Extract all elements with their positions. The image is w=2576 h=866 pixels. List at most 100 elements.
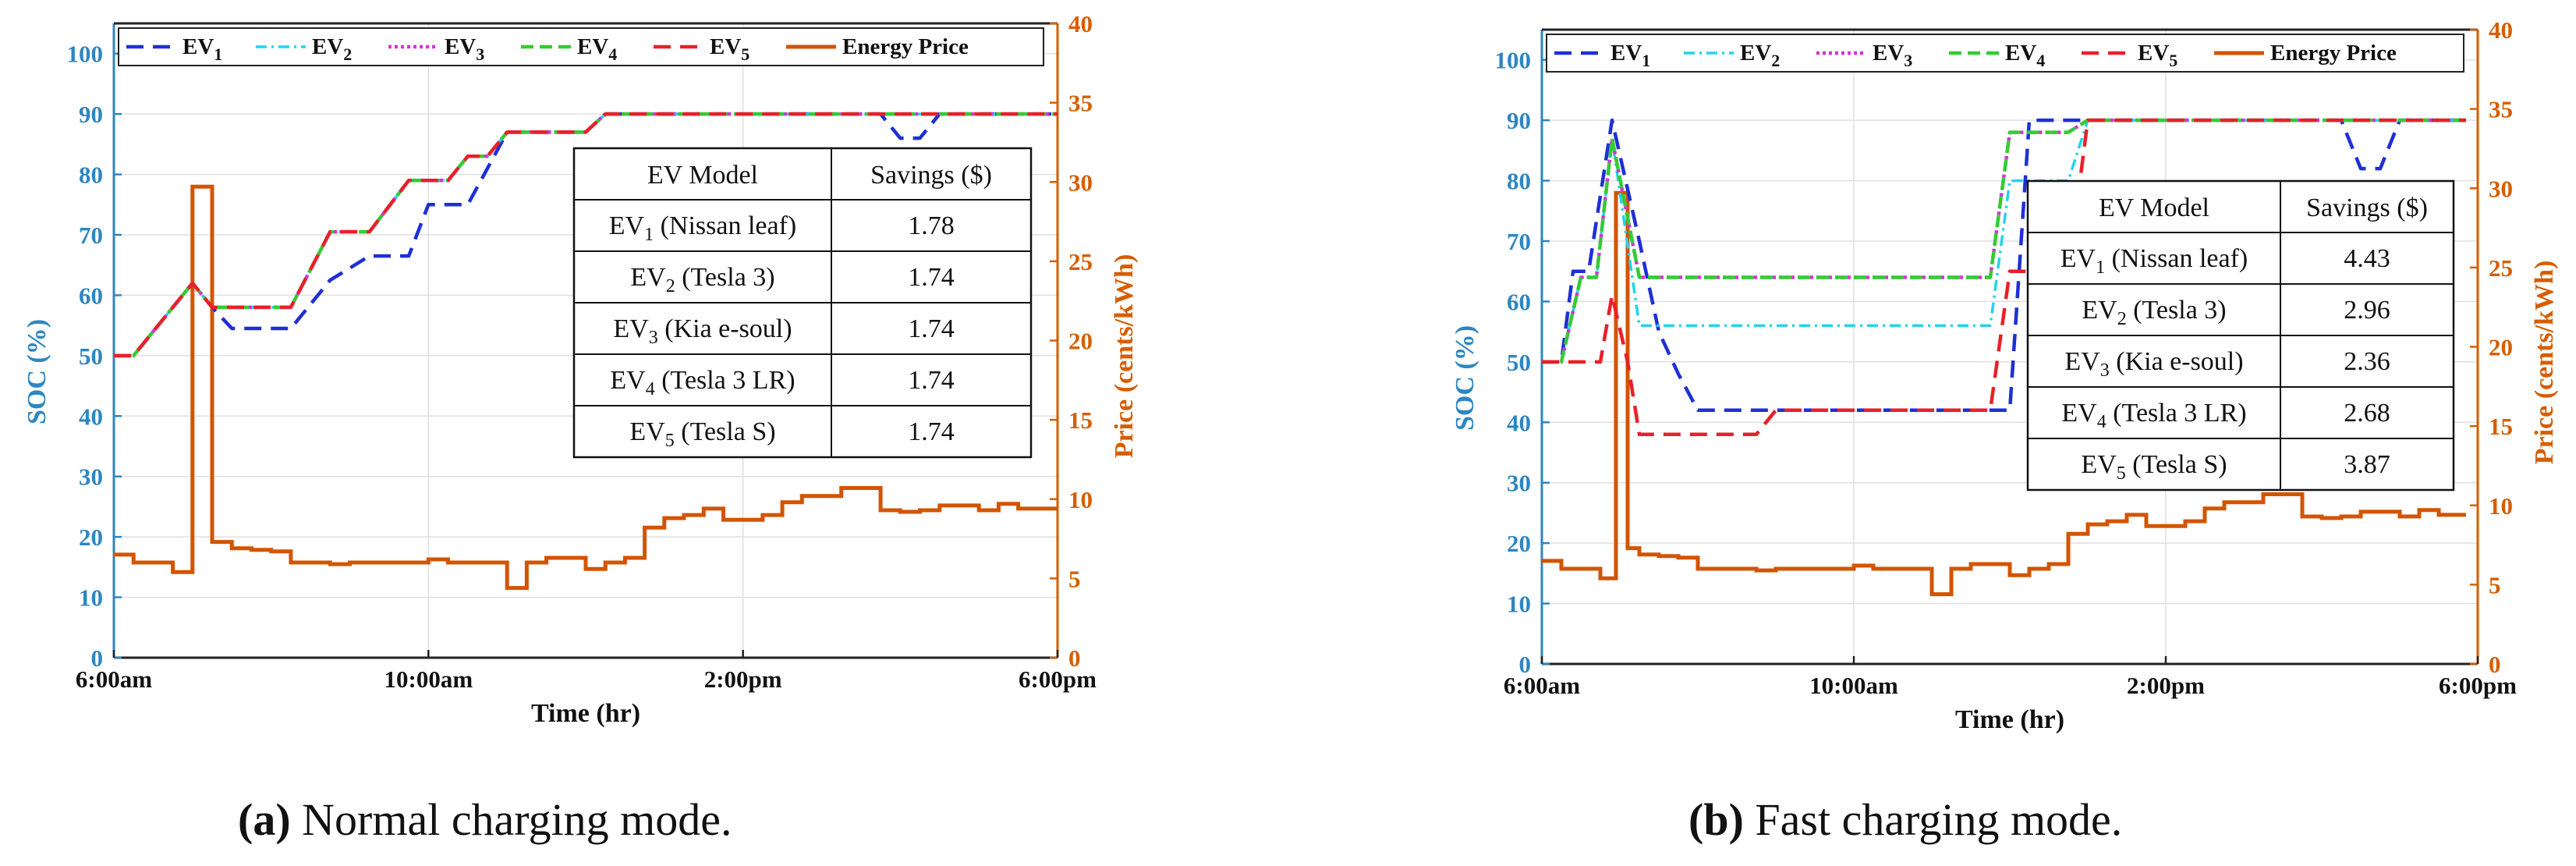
table-row-model-model: (Nissan leaf) bbox=[654, 211, 796, 240]
table-row-model-sub: 2 bbox=[666, 276, 675, 296]
legend-label-ev4-base: EV bbox=[577, 34, 608, 59]
y-tick-label: 30 bbox=[79, 463, 103, 491]
legend: EV1 EV2 EV3 EV4 EV5 Energy Price bbox=[118, 27, 1044, 66]
table-row-model-sub: 3 bbox=[649, 328, 658, 348]
y2-tick-label: 20 bbox=[1068, 328, 1093, 355]
y-tick-label: 40 bbox=[1507, 409, 1531, 436]
table-row-model: EV1 (Nissan leaf) bbox=[2060, 244, 2248, 278]
table-row-savings: 1.74 bbox=[908, 366, 955, 395]
legend-label-ev5-sub: 5 bbox=[2169, 51, 2177, 70]
savings-table: EV Model Savings ($)EV1 (Nissan leaf) 4.43… bbox=[2026, 179, 2455, 492]
panel-b-fast-charging: 010203040506070809010005101520253035406:… bbox=[1451, 16, 2559, 845]
table-row-model-sub: 4 bbox=[2097, 412, 2107, 432]
legend-label-ev4-base: EV bbox=[2005, 41, 2036, 66]
table-row-model-sub: 5 bbox=[2117, 463, 2126, 484]
y-tick-label: 80 bbox=[79, 161, 103, 189]
x-tick-label: 2:00pm bbox=[2127, 672, 2205, 699]
ev2-soc-line bbox=[1542, 119, 2466, 364]
legend-label-ev1: EV1 bbox=[182, 34, 222, 64]
y-tick-label: 50 bbox=[79, 342, 103, 370]
ev1-soc-line bbox=[1542, 118, 2466, 413]
x-tick-label: 6:00am bbox=[76, 665, 152, 693]
table-row-model-model: (Nissan leaf) bbox=[2105, 244, 2248, 273]
table-row-model: EV5 (Tesla S) bbox=[629, 417, 775, 451]
table-row-model-base: EV bbox=[2061, 399, 2097, 428]
legend-label-ev3-sub: 3 bbox=[1904, 51, 1912, 70]
x-axis-label: Time (hr) bbox=[531, 699, 640, 728]
y-tick-label: 80 bbox=[1507, 168, 1531, 195]
savings-table: EV Model Savings ($)EV1 (Nissan leaf) 1.78… bbox=[572, 147, 1033, 459]
table-row-model-model: (Tesla 3) bbox=[2127, 296, 2227, 325]
table-row-savings: 4.43 bbox=[2344, 244, 2390, 273]
table-header-savings: Savings ($) bbox=[2306, 193, 2428, 222]
table-row-model-base: EV bbox=[2064, 347, 2100, 376]
y2-tick-label: 5 bbox=[2489, 571, 2501, 598]
y-tick-label: 60 bbox=[1507, 288, 1531, 315]
y2-tick-label: 10 bbox=[2489, 492, 2513, 520]
table-row-savings: 1.74 bbox=[908, 314, 955, 343]
legend-label-ev4-sub: 4 bbox=[608, 44, 617, 64]
y2-tick-label: 30 bbox=[1068, 169, 1093, 196]
caption-label: (a) bbox=[238, 794, 291, 845]
y2-tick-label: 0 bbox=[1068, 644, 1081, 672]
table-row-model: EV3 (Kia e-soul) bbox=[2064, 347, 2243, 381]
y2-tick-label: 40 bbox=[1068, 10, 1093, 37]
legend-label-ev1-base: EV bbox=[182, 34, 214, 59]
table-row-savings: 1.78 bbox=[908, 211, 955, 240]
y-tick-label: 70 bbox=[1507, 228, 1531, 255]
table-header-savings: Savings ($) bbox=[870, 161, 992, 190]
y-axis-label: SOC (%) bbox=[1451, 325, 1479, 431]
table-row-model: EV2 (Tesla 3) bbox=[2082, 296, 2226, 329]
y-tick-label: 0 bbox=[91, 644, 104, 672]
legend-label-ev2-sub: 2 bbox=[343, 44, 352, 64]
figure-caption: (a) Normal charging mode. bbox=[238, 794, 732, 845]
legend-label-price: Energy Price bbox=[2270, 41, 2397, 66]
legend-label-price: Energy Price bbox=[842, 34, 969, 59]
table-row-model-sub: 1 bbox=[2096, 257, 2105, 278]
caption-text: Normal charging mode. bbox=[291, 794, 732, 845]
table-row-model-model: (Kia e-soul) bbox=[2110, 347, 2244, 376]
table-row-savings: 2.68 bbox=[2344, 399, 2390, 428]
legend-label-ev1: EV1 bbox=[1610, 41, 1650, 70]
x-tick-label: 6:00pm bbox=[2439, 672, 2517, 699]
table-row-savings: 2.96 bbox=[2344, 296, 2390, 325]
table-row-model-model: (Tesla 3) bbox=[675, 263, 775, 292]
legend-label-ev5: EV5 bbox=[710, 34, 749, 64]
legend-label-ev3: EV3 bbox=[445, 34, 484, 64]
y-tick-label: 70 bbox=[79, 222, 103, 249]
y-tick-label: 0 bbox=[1519, 651, 1532, 678]
table-row-model-base: EV bbox=[2081, 450, 2117, 479]
x-axis-label: Time (hr) bbox=[1955, 705, 2064, 734]
legend-label-ev4: EV4 bbox=[577, 34, 617, 64]
table-row-savings: 1.74 bbox=[908, 263, 955, 292]
table-row-model-base: EV bbox=[630, 263, 666, 292]
table-row-model-sub: 3 bbox=[2100, 360, 2110, 381]
x-tick-label: 6:00am bbox=[1504, 672, 1580, 699]
caption-label: (b) bbox=[1688, 794, 1744, 845]
panel-a-normal-charging: 010203040506070809010005101520253035406:… bbox=[23, 10, 1139, 845]
x-tick-label: 6:00pm bbox=[1019, 665, 1097, 693]
y-tick-label: 20 bbox=[79, 524, 103, 551]
table-row-model-sub: 2 bbox=[2117, 309, 2127, 329]
table-row-model-base: EV bbox=[609, 211, 645, 240]
legend-label-ev4: EV4 bbox=[2005, 41, 2045, 70]
legend: EV1 EV2 EV3 EV4 EV5 Energy Price bbox=[1546, 34, 2464, 73]
table-row-model-base: EV bbox=[2060, 244, 2096, 273]
y2-tick-label: 35 bbox=[2489, 96, 2513, 123]
y-tick-label: 40 bbox=[79, 403, 103, 430]
legend-label-ev1-sub: 1 bbox=[214, 44, 222, 64]
legend-label-ev2-base: EV bbox=[312, 34, 343, 59]
table-row-model: EV1 (Nissan leaf) bbox=[609, 211, 796, 245]
table-row-model: EV2 (Tesla 3) bbox=[630, 263, 774, 296]
ev5-soc-line bbox=[114, 112, 1058, 358]
y-tick-label: 60 bbox=[79, 282, 103, 309]
legend-label-ev1-base: EV bbox=[1610, 41, 1642, 66]
table-row-model-model: (Tesla S) bbox=[2126, 450, 2227, 479]
legend-label-price-base: Energy Price bbox=[842, 34, 969, 59]
table-row-model: EV4 (Tesla 3 LR) bbox=[610, 366, 795, 399]
x-tick-label: 10:00am bbox=[1809, 672, 1898, 699]
x-tick-label: 2:00pm bbox=[704, 665, 782, 693]
figure-caption: (b) Fast charging mode. bbox=[1688, 794, 2122, 845]
y2-tick-label: 20 bbox=[2489, 334, 2513, 361]
table-row-model-model: (Kia e-soul) bbox=[658, 314, 792, 343]
